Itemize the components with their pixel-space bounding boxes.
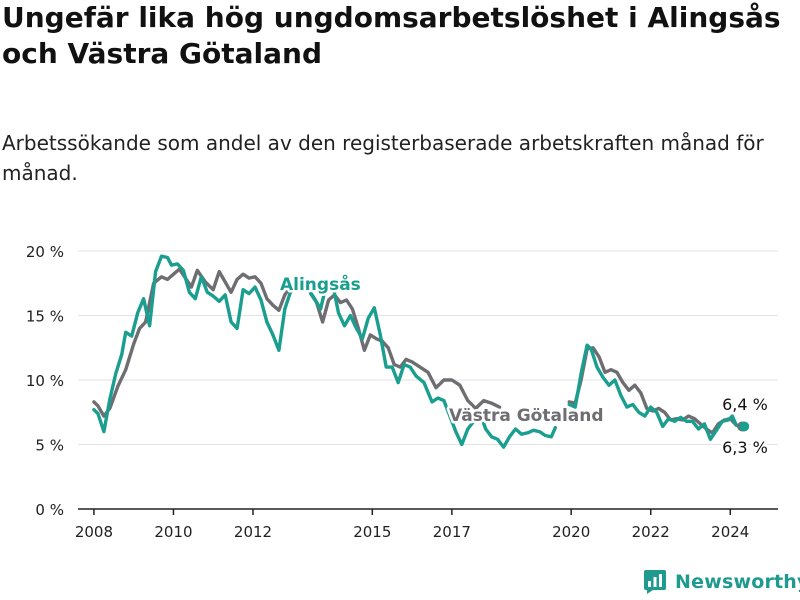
y-tick-label: 5 %: [35, 437, 64, 455]
y-axis: 0 % 5 % 10 % 15 % 20 %: [26, 243, 64, 519]
end-label-alingsas: 6,4 %: [722, 395, 768, 414]
series-line-vastra-gotaland: [92, 267, 293, 418]
end-label-vastra-gotaland: 6,3 %: [722, 438, 768, 457]
y-tick-label: 15 %: [26, 308, 64, 326]
series-lines: [92, 254, 750, 449]
grid-lines: [78, 250, 778, 445]
newsworthy-brand: Newsworthy: [643, 566, 800, 598]
brand-name: Newsworthy: [675, 571, 800, 593]
series-label-vastra-gotaland: Västra Götaland: [449, 406, 604, 426]
chart-title: Ungefär lika hög ungdomsarbetslöshet i A…: [2, 1, 781, 70]
end-label-vastra-gotaland-halo: 6,3 %: [722, 438, 768, 457]
series-label-alingsas: Alingsås: [280, 273, 361, 295]
series-line-alingsas: [307, 281, 557, 449]
end-label-alingsas-halo: 6,4 %: [722, 395, 768, 414]
series-line-alingsas: [92, 254, 293, 434]
bar-chart-logo-icon: [644, 570, 666, 594]
series-line-alingsas: [567, 343, 746, 441]
x-tick-label: 2022: [632, 523, 670, 541]
x-tick-label: 2020: [552, 523, 590, 541]
end-dot-alingsas: [739, 421, 750, 432]
x-axis: 2008 2010 2012 2015 2017 2020 2022 2024: [75, 508, 778, 541]
x-tick-label: 2015: [353, 523, 391, 541]
y-tick-label: 20 %: [26, 243, 64, 261]
x-tick-label: 2024: [711, 523, 749, 541]
y-tick-label: 0 %: [35, 501, 64, 519]
x-tick-label: 2010: [154, 523, 192, 541]
x-tick-label: 2008: [75, 523, 113, 541]
y-tick-label: 10 %: [26, 372, 64, 390]
chart-subtitle: Arbetssökande som andel av den registerb…: [2, 131, 764, 185]
x-tick-label: 2017: [433, 523, 471, 541]
series-label-alingsas-halo: Alingsås: [280, 273, 361, 295]
series-line-vastra-gotaland: [309, 291, 502, 411]
x-tick-label: 2012: [234, 523, 272, 541]
series-label-vastra-gotaland-halo: Västra Götaland: [449, 406, 604, 426]
